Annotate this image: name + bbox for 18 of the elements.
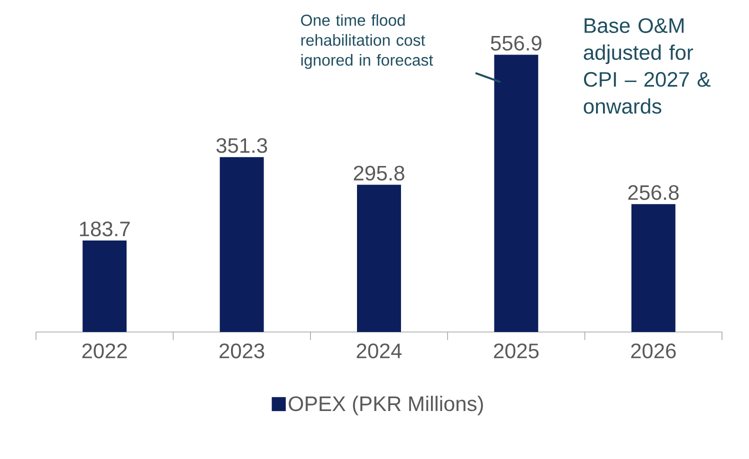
bar: [220, 157, 264, 332]
x-tick-label: 2024: [356, 344, 402, 358]
bar: [357, 184, 402, 332]
bar: [82, 240, 127, 332]
data-label: 256.8: [628, 185, 679, 200]
bar: [631, 204, 676, 332]
data-label: 351.3: [216, 138, 268, 153]
x-tick-label: 2025: [494, 344, 539, 358]
x-tick-label: 2026: [631, 344, 676, 358]
bar: [494, 54, 538, 332]
data-label: 556.9: [490, 36, 542, 51]
data-label: 183.7: [80, 222, 130, 236]
annotation: Base O&M adjusted for CPI – 2027 & onwards: [584, 18, 711, 114]
annotation: One time flood rehabilitation cost ignored in forecast: [301, 14, 434, 69]
data-label: 295.8: [354, 166, 404, 181]
x-tick-label: 2023: [220, 344, 264, 358]
x-tick-label: 2022: [82, 344, 127, 358]
legend-label: OPEX (PKR Millions): [288, 396, 483, 416]
